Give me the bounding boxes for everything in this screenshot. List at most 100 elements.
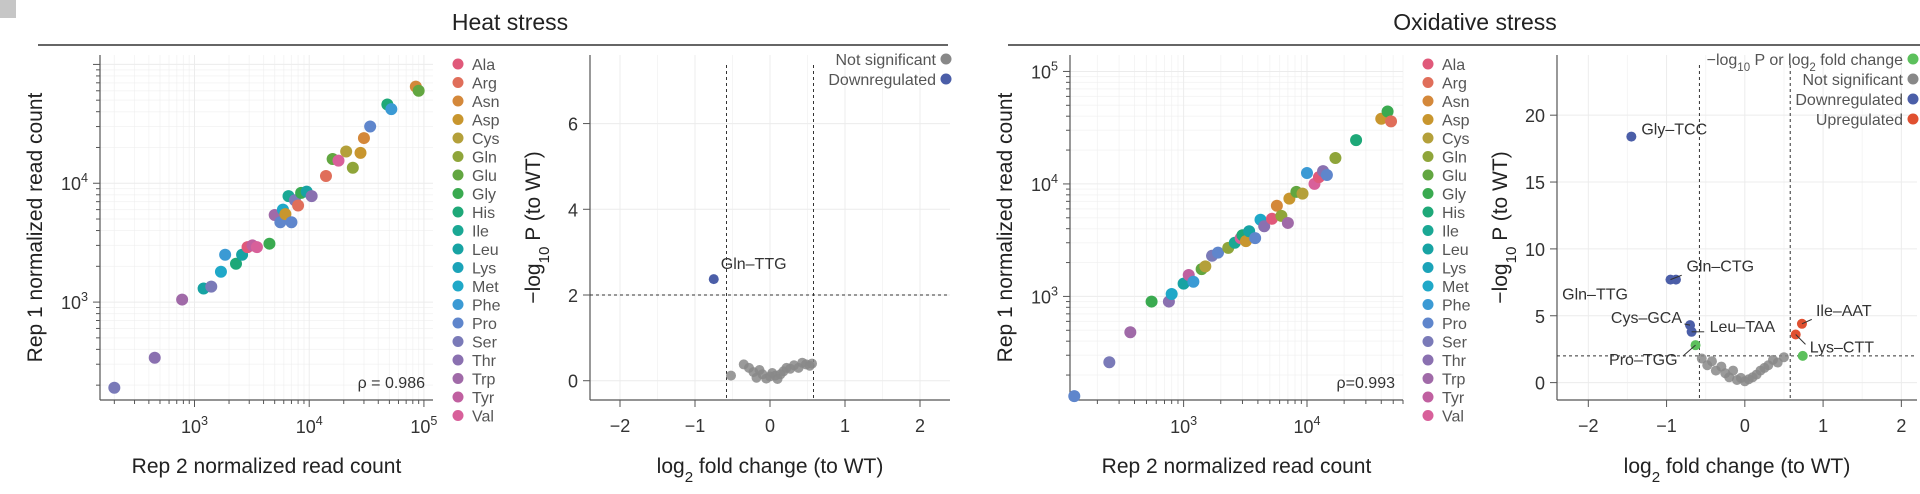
x-tick-label: −2 (610, 416, 631, 436)
legend-marker-asn (1422, 95, 1434, 107)
y-axis-label: Rep 1 normalized read count (994, 93, 1017, 363)
point-label: Ile–AAT (1816, 303, 1872, 320)
y-axis-label: −log10 P (to WT) (522, 151, 553, 303)
point-label: Cys–GCA (1611, 310, 1682, 327)
legend-marker-arg (1422, 77, 1434, 88)
point-label: Gln–TTG (1562, 287, 1628, 304)
legend-marker-gln (1422, 151, 1434, 162)
data-point-thr (148, 351, 161, 364)
legend-label: Not significant (836, 52, 937, 69)
legend-label-pro: Pro (472, 316, 497, 333)
data-point-his (1350, 134, 1363, 147)
legend-label: Upregulated (1816, 112, 1903, 129)
legend-label: Not significant (1803, 72, 1904, 89)
y-tick-label: 105 (1031, 59, 1058, 82)
legend-marker (940, 53, 952, 65)
data-point-not-significant (1728, 365, 1739, 376)
x-tick-label: 1 (1818, 416, 1828, 436)
legend-marker-met (452, 280, 464, 292)
data-point-arg (319, 170, 332, 183)
x-tick-label: −1 (685, 416, 706, 436)
legend-label-met: Met (1442, 279, 1469, 296)
legend-label-his: His (472, 205, 495, 222)
legend-marker-thr (1422, 354, 1434, 366)
legend-marker-tyr (452, 391, 464, 403)
y-tick-label: 6 (568, 115, 578, 135)
x-tick-label: 103 (181, 414, 208, 437)
legend-marker-glu (1422, 169, 1434, 181)
data-point-ser (108, 381, 121, 394)
legend-label-ala: Ala (472, 57, 495, 74)
legend-label-asp: Asp (472, 113, 500, 130)
legend-marker-asp (1422, 114, 1434, 125)
legend-label-phe: Phe (1442, 298, 1471, 315)
legend-marker-ser (1422, 336, 1434, 347)
x-axis-label: log2 fold change (to WT) (1624, 455, 1851, 486)
data-point-arg (1385, 115, 1398, 128)
point-label: Pro–TGG (1609, 352, 1677, 369)
data-point-gln (346, 161, 359, 174)
legend-label-ala: Ala (1442, 57, 1465, 74)
data-point-pro (364, 120, 377, 133)
legend-marker-asp (452, 114, 464, 125)
y-axis-label: Rep 1 normalized read count (24, 93, 47, 363)
data-point-not-significant (1696, 353, 1707, 364)
legend-marker-gly (452, 188, 464, 199)
legend-marker-gln (452, 151, 464, 162)
data-point-not-significant (1706, 356, 1717, 367)
legend-label-gln: Gln (1442, 150, 1467, 167)
data-point-gly (1145, 295, 1158, 308)
point-label-gln-ttg: Gln–TTG (721, 256, 787, 273)
data-point-ala (1265, 212, 1278, 225)
x-axis-label: log2 fold change (to WT) (657, 455, 884, 486)
x-tick-label: 0 (765, 416, 775, 436)
data-point-gln (1329, 152, 1342, 165)
y-tick-label: 5 (1535, 307, 1545, 327)
data-point-ser (205, 280, 218, 293)
x-tick-label: 103 (1170, 414, 1197, 437)
data-point-val (332, 154, 345, 167)
data-point-cys (1199, 260, 1212, 273)
data-point-met (214, 265, 227, 278)
legend-marker-his (1422, 206, 1434, 218)
data-point-his (229, 257, 242, 270)
legend-label-tyr: Tyr (1442, 390, 1465, 407)
data-point-arg (292, 199, 305, 212)
legend-marker (1907, 73, 1919, 85)
legend-label-glu: Glu (1442, 168, 1467, 185)
x-tick-label: −2 (1578, 416, 1599, 436)
legend-label-trp: Trp (472, 372, 496, 389)
data-point-phe (1300, 167, 1313, 180)
legend-marker-arg (452, 77, 464, 88)
data-point-pro (1320, 169, 1333, 182)
legend-marker-met (1422, 280, 1434, 292)
x-tick-label: 104 (1293, 414, 1320, 437)
x-tick-label: −1 (1656, 416, 1677, 436)
data-point-gly (263, 237, 276, 250)
x-axis-label: Rep 2 normalized read count (132, 455, 402, 478)
legend-label-lys: Lys (472, 261, 496, 278)
legend-label-arg: Arg (472, 76, 497, 93)
legend-marker-phe (1422, 299, 1434, 310)
data-point-downregulated (1670, 274, 1681, 285)
label-leader-line (1684, 323, 1691, 326)
legend-marker (1907, 53, 1919, 65)
data-point-asn (1270, 199, 1283, 212)
x-tick-label: 104 (296, 414, 323, 437)
legend-label-ser: Ser (472, 335, 498, 352)
heat-volcano-panel: −2 −1 0 1 2 0 2 4 6 log2 fold change (to WT) −log1… (522, 52, 952, 486)
data-point-downregulated (708, 274, 719, 285)
legend-marker-val (452, 410, 464, 421)
label-leader-line (1795, 334, 1806, 345)
legend-label-thr: Thr (1442, 353, 1467, 370)
legend-label-thr: Thr (472, 353, 497, 370)
legend-label-gly: Gly (472, 187, 496, 204)
legend-label-gln: Gln (472, 150, 497, 167)
data-point-not-significant (1778, 352, 1789, 363)
legend-marker-asn (452, 95, 464, 107)
data-point-cys (340, 145, 353, 158)
legend-label-lys: Lys (1442, 261, 1466, 278)
point-label: Leu–TAA (1710, 319, 1776, 336)
oxidative-stress-title: Oxidative stress (1393, 9, 1557, 35)
